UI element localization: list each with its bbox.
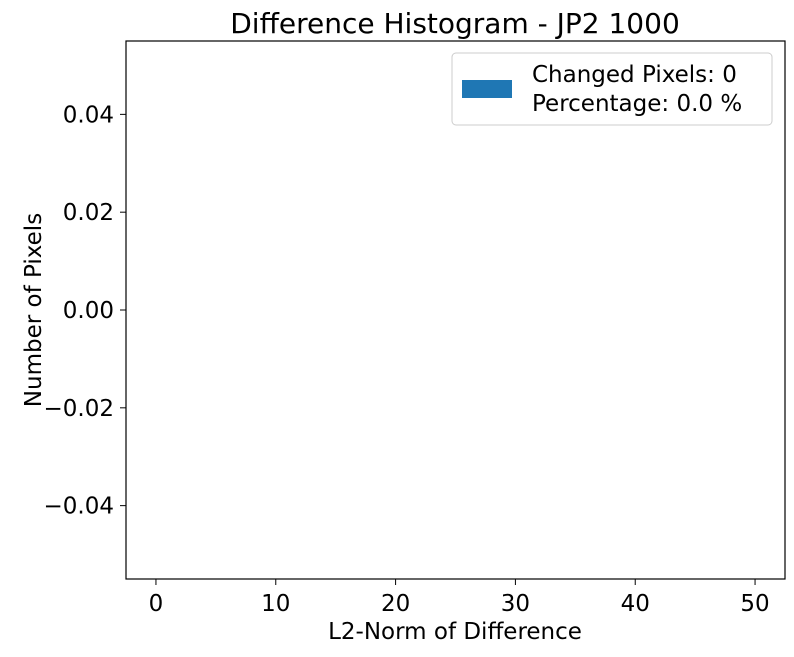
y-axis-label: Number of Pixels	[21, 213, 47, 407]
y-tick-label: 0.02	[63, 200, 114, 226]
y-tick-label: −0.04	[44, 494, 114, 520]
x-tick-label: 0	[149, 591, 164, 617]
x-tick-label: 30	[501, 591, 530, 617]
x-tick-label: 20	[381, 591, 410, 617]
x-tick-label: 50	[740, 591, 769, 617]
chart-title: Difference Histogram - JP2 1000	[230, 7, 680, 40]
legend-line-changed-pixels: Changed Pixels: 0	[532, 62, 737, 88]
x-axis-label: L2-Norm of Difference	[328, 619, 582, 645]
legend-box	[451, 52, 773, 126]
y-tick-label: −0.02	[44, 396, 114, 422]
x-tick-label: 40	[621, 591, 650, 617]
legend: Changed Pixels: 0 Percentage: 0.0 %	[451, 52, 773, 126]
x-axis-ticks: 0 10 20 30 40 50	[149, 579, 770, 617]
y-axis-ticks: −0.04 −0.02 0.00 0.02 0.04	[44, 102, 126, 520]
legend-swatch	[462, 80, 512, 98]
y-tick-label: 0.04	[63, 102, 114, 128]
legend-line-percentage: Percentage: 0.0 %	[532, 91, 742, 117]
y-tick-label: 0.00	[63, 298, 114, 324]
x-tick-label: 10	[261, 591, 290, 617]
